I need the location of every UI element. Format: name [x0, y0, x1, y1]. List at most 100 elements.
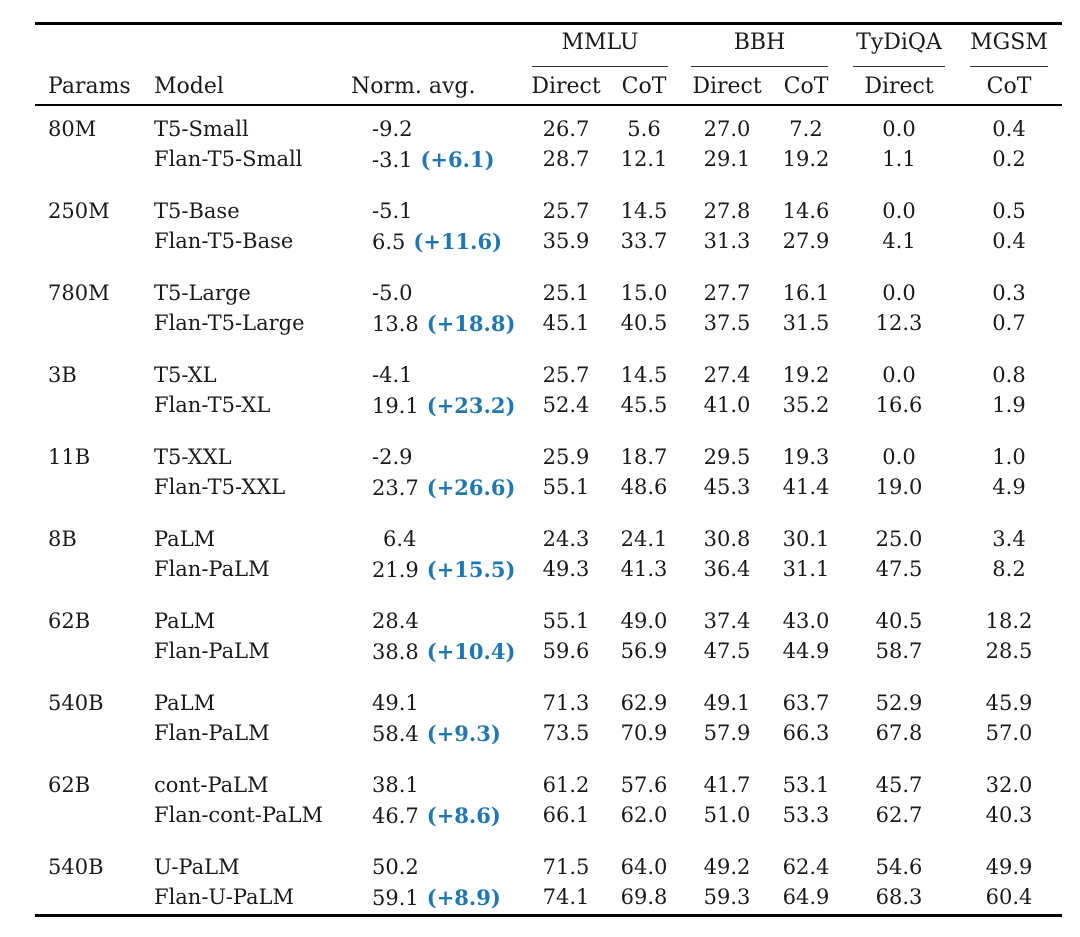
group-mmlu: MMLU [532, 30, 668, 67]
cell-bbh-direct: 47.5 [703, 639, 751, 663]
cell-model: T5-Base [154, 199, 240, 223]
cell-mmlu-direct: 74.1 [542, 885, 590, 909]
cell-mmlu-cot: 62.9 [620, 691, 668, 715]
cell-mmlu-cot: 56.9 [620, 639, 668, 663]
cell-bbh-direct: 49.1 [703, 691, 751, 715]
norm-avg-delta: (+8.6) [426, 803, 501, 828]
cell-bbh-direct: 30.8 [703, 527, 751, 551]
cell-mgsm-cot: 60.4 [985, 885, 1033, 909]
cell-bbh-cot: 19.3 [782, 445, 830, 469]
cell-mgsm-cot: 32.0 [985, 773, 1033, 797]
cell-mgsm-cot: 0.3 [992, 281, 1026, 305]
header-tydiqa-direct: Direct [864, 74, 934, 99]
cell-mmlu-direct: 25.7 [542, 363, 590, 387]
cell-bbh-direct: 59.3 [703, 885, 751, 909]
cell-bbh-cot: 62.4 [782, 855, 830, 879]
cell-model: Flan-T5-Base [154, 229, 294, 253]
cell-model: Flan-T5-Small [154, 147, 303, 171]
cell-mgsm-cot: 0.5 [992, 199, 1026, 223]
norm-avg-value: 58.4 [372, 722, 419, 746]
cell-mgsm-cot: 28.5 [985, 639, 1033, 663]
norm-avg-delta: (+11.6) [413, 229, 503, 254]
cell-bbh-cot: 41.4 [782, 475, 830, 499]
cell-params: 780M [48, 281, 110, 305]
cell-tydiqa-direct: 0.0 [882, 363, 916, 387]
norm-avg-delta: (+18.8) [426, 311, 516, 336]
cell-mmlu-cot: 18.7 [620, 445, 668, 469]
cell-mmlu-cot: 12.1 [620, 147, 668, 171]
group-mmlu-rule [532, 66, 668, 67]
group-bbh-rule [691, 66, 828, 67]
cell-mmlu-direct: 25.7 [542, 199, 590, 223]
cell-bbh-direct: 45.3 [703, 475, 751, 499]
cell-tydiqa-direct: 25.0 [875, 527, 923, 551]
cell-tydiqa-direct: 62.7 [875, 803, 923, 827]
cell-bbh-cot: 19.2 [782, 147, 830, 171]
cell-norm-avg: 6.5 (+11.6) [372, 229, 502, 254]
norm-avg-delta: (+10.4) [426, 639, 516, 664]
norm-avg-value: 49.1 [372, 691, 419, 715]
norm-avg-value: 46.7 [372, 804, 419, 828]
cell-bbh-cot: 53.3 [782, 803, 830, 827]
norm-avg-value: -9.2 [372, 117, 413, 141]
cell-model: Flan-U-PaLM [154, 885, 295, 909]
cell-tydiqa-direct: 0.0 [882, 445, 916, 469]
cell-norm-avg: 58.4 (+9.3) [372, 721, 501, 746]
norm-avg-delta: (+15.5) [426, 557, 516, 582]
cell-model: T5-Large [154, 281, 251, 305]
norm-avg-value: 6.4 [383, 527, 417, 551]
cell-mmlu-cot: 15.0 [620, 281, 668, 305]
cell-mgsm-cot: 0.4 [992, 229, 1026, 253]
cell-params: 62B [48, 773, 91, 797]
cell-params: 3B [48, 363, 77, 387]
norm-avg-delta: (+6.1) [420, 147, 495, 172]
cell-bbh-direct: 37.4 [703, 609, 751, 633]
cell-model: Flan-T5-Large [154, 311, 305, 335]
cell-bbh-direct: 41.7 [703, 773, 751, 797]
cell-norm-avg: -4.1 [372, 363, 413, 387]
group-tydiqa-label: TyDiQA [856, 30, 942, 55]
cell-bbh-cot: 31.1 [782, 557, 830, 581]
cell-tydiqa-direct: 40.5 [875, 609, 923, 633]
cell-mmlu-direct: 55.1 [542, 609, 590, 633]
norm-avg-value: -3.1 [372, 148, 413, 172]
group-mgsm-label: MGSM [970, 30, 1048, 55]
cell-norm-avg: 38.8 (+10.4) [372, 639, 515, 664]
cell-bbh-direct: 27.7 [703, 281, 751, 305]
cell-params: 80M [48, 117, 97, 141]
cell-bbh-direct: 27.0 [703, 117, 751, 141]
cell-mgsm-cot: 0.8 [992, 363, 1026, 387]
cell-norm-avg: 6.4 [383, 527, 416, 551]
cell-tydiqa-direct: 45.7 [875, 773, 923, 797]
norm-avg-delta: (+23.2) [426, 393, 516, 418]
header-params: Params [48, 74, 131, 99]
cell-bbh-cot: 43.0 [782, 609, 830, 633]
cell-bbh-cot: 7.2 [789, 117, 823, 141]
norm-avg-value: 59.1 [372, 886, 419, 910]
top-rule [35, 22, 1062, 25]
group-mgsm: MGSM [970, 30, 1048, 67]
group-mmlu-label: MMLU [561, 30, 639, 55]
cell-params: 540B [48, 855, 104, 879]
cell-mgsm-cot: 3.4 [992, 527, 1026, 551]
cell-mmlu-direct: 71.5 [542, 855, 590, 879]
cell-bbh-cot: 53.1 [782, 773, 830, 797]
cell-mgsm-cot: 18.2 [985, 609, 1033, 633]
norm-avg-value: 13.8 [372, 312, 419, 336]
cell-mmlu-direct: 59.6 [542, 639, 590, 663]
cell-mmlu-cot: 41.3 [620, 557, 668, 581]
cell-mgsm-cot: 4.9 [992, 475, 1026, 499]
cell-mgsm-cot: 0.2 [992, 147, 1026, 171]
header-bbh-cot: CoT [783, 74, 829, 99]
cell-model: Flan-T5-XL [154, 393, 271, 417]
cell-mmlu-direct: 45.1 [542, 311, 590, 335]
cell-model: PaLM [154, 691, 216, 715]
norm-avg-value: 19.1 [372, 394, 419, 418]
cell-bbh-cot: 19.2 [782, 363, 830, 387]
cell-bbh-cot: 30.1 [782, 527, 830, 551]
cell-bbh-direct: 27.8 [703, 199, 751, 223]
cell-mmlu-cot: 14.5 [620, 363, 668, 387]
cell-mmlu-cot: 45.5 [620, 393, 668, 417]
cell-mgsm-cot: 1.9 [992, 393, 1026, 417]
cell-model: T5-XXL [154, 445, 232, 469]
